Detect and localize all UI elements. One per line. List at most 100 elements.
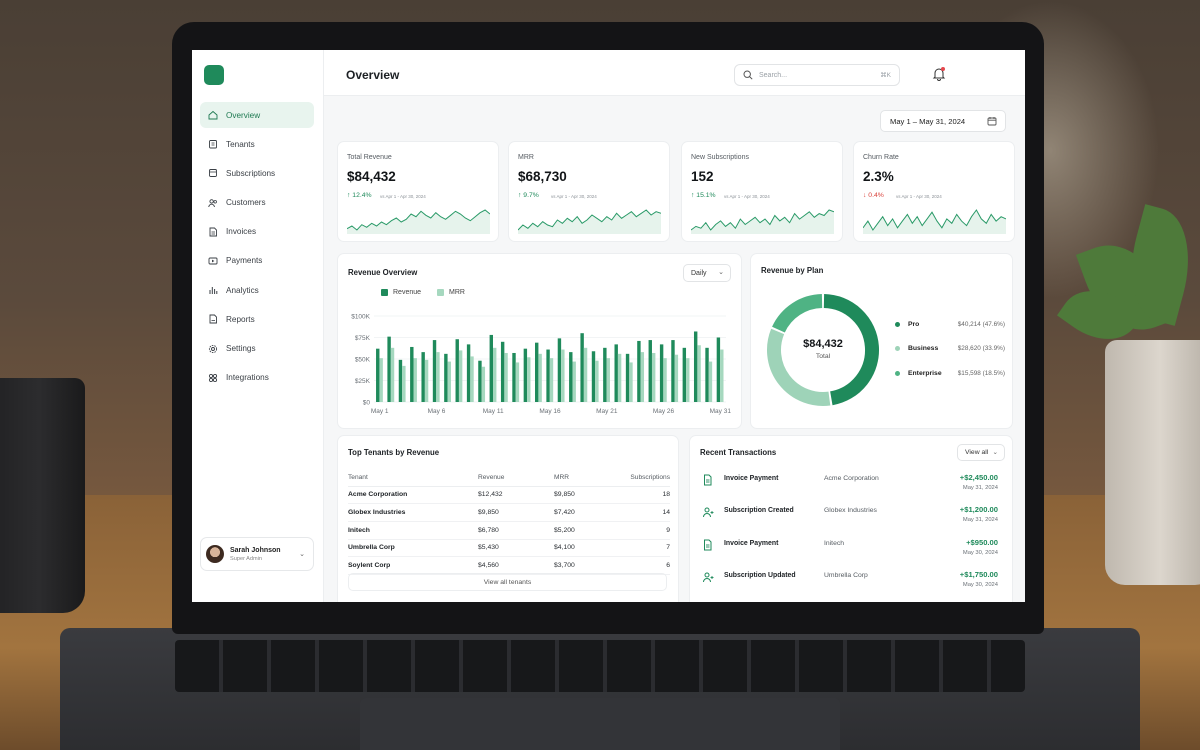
- revenue-bar[interactable]: [614, 344, 618, 402]
- mrr-bar[interactable]: [640, 352, 645, 402]
- sidebar-item-analytics[interactable]: Analytics: [200, 277, 314, 303]
- table-row[interactable]: Globex Industries $9,850 $7,420 14: [348, 503, 670, 522]
- search-input[interactable]: Search... ⌘K: [734, 64, 900, 86]
- sidebar-item-subscriptions[interactable]: Subscriptions: [200, 160, 314, 186]
- list-item[interactable]: Invoice Payment Initech +$950.00 May 30, 20…: [700, 533, 1000, 565]
- sidebar-item-integrations[interactable]: Integrations: [200, 365, 314, 391]
- list-item[interactable]: Subscription Created Globex Industries +$1…: [700, 500, 1000, 532]
- plan-legend-row[interactable]: Enterprise $15,598 (18.5%): [895, 361, 1005, 386]
- mrr-bar[interactable]: [436, 352, 440, 402]
- revenue-bar[interactable]: [637, 340, 641, 402]
- sidebar-item-reports[interactable]: Reports: [200, 306, 314, 332]
- mrr-bar[interactable]: [617, 353, 622, 402]
- revenue-bar[interactable]: [489, 334, 493, 402]
- revenue-bar[interactable]: [671, 340, 675, 402]
- app-logo[interactable]: [204, 65, 224, 85]
- revenue-bar[interactable]: [591, 351, 596, 402]
- revenue-bar[interactable]: [648, 340, 652, 402]
- mrr-bar[interactable]: [549, 358, 554, 402]
- mrr-bar[interactable]: [481, 366, 486, 402]
- table-row[interactable]: Acme Corporation $12,432 $9,850 18: [348, 486, 670, 505]
- revenue-bar[interactable]: [580, 333, 584, 402]
- revenue-bar[interactable]: [500, 341, 505, 402]
- revenue-bar[interactable]: [557, 338, 562, 402]
- mrr-bar[interactable]: [527, 357, 531, 402]
- mrr-bar[interactable]: [606, 358, 610, 402]
- mrr-bar[interactable]: [493, 347, 497, 402]
- mrr-bar[interactable]: [458, 350, 463, 402]
- revenue-bar[interactable]: [387, 336, 391, 402]
- mrr-bar[interactable]: [595, 360, 599, 402]
- table-row[interactable]: Umbrella Corp $5,430 $4,100 7: [348, 539, 670, 558]
- revenue-bar[interactable]: [705, 347, 709, 402]
- list-item[interactable]: Subscription Updated Umbrella Corp +$1,750…: [700, 565, 1000, 597]
- mrr-bar[interactable]: [583, 347, 588, 402]
- user-menu[interactable]: Sarah Johnson Super Admin ⌄: [200, 537, 314, 571]
- granularity-select[interactable]: Daily ⌄: [683, 264, 731, 282]
- sidebar-item-customers[interactable]: Customers: [200, 190, 314, 216]
- revenue-bar[interactable]: [466, 344, 471, 402]
- legend-revenue[interactable]: Revenue: [381, 289, 421, 296]
- revenue-bar[interactable]: [693, 331, 698, 402]
- mrr-bar[interactable]: [470, 356, 474, 402]
- revenue-bar[interactable]: [535, 342, 539, 402]
- revenue-bar[interactable]: [432, 340, 437, 402]
- revenue-bar[interactable]: [659, 344, 664, 402]
- table-row[interactable]: Initech $6,780 $5,200 9: [348, 521, 670, 540]
- mrr-bar[interactable]: [447, 361, 451, 402]
- plan-legend-row[interactable]: Pro $40,214 (47.6%): [895, 312, 1005, 337]
- mrr-bar[interactable]: [402, 365, 406, 402]
- revenue-bar[interactable]: [603, 347, 607, 402]
- date-range-picker[interactable]: May 1 – May 31, 2024: [880, 110, 1006, 132]
- donut-slice-business[interactable]: [767, 328, 831, 406]
- mrr-bar[interactable]: [663, 358, 667, 402]
- revenue-bar[interactable]: [376, 348, 380, 402]
- revenue-bar[interactable]: [410, 346, 414, 402]
- view-all-tenants-button[interactable]: View all tenants: [348, 573, 667, 591]
- revenue-bar[interactable]: [444, 353, 448, 402]
- revenue-bar[interactable]: [455, 339, 459, 402]
- mrr-bar[interactable]: [629, 362, 633, 402]
- mrr-bar[interactable]: [686, 358, 690, 402]
- list-item[interactable]: Invoice Payment Acme Corporation +$2,450.0…: [700, 468, 1000, 500]
- table-row[interactable]: Soylent Corp $4,560 $3,700 6: [348, 556, 670, 575]
- mrr-bar[interactable]: [720, 349, 724, 402]
- legend-mrr[interactable]: MRR: [437, 289, 465, 296]
- donut-slice-pro[interactable]: [823, 294, 880, 406]
- mrr-bar[interactable]: [697, 345, 701, 402]
- sidebar-item-tenants[interactable]: Tenants: [200, 131, 314, 157]
- mrr-bar[interactable]: [515, 362, 520, 402]
- donut-slice-enterprise[interactable]: [772, 294, 823, 333]
- mrr-bar[interactable]: [504, 352, 508, 402]
- mrr-bar[interactable]: [572, 361, 576, 402]
- plan-legend-row[interactable]: Business $28,620 (33.9%): [895, 337, 1005, 362]
- sidebar-item-payments[interactable]: Payments: [200, 248, 314, 274]
- mrr-bar[interactable]: [538, 353, 542, 402]
- col-revenue[interactable]: Revenue: [478, 469, 554, 487]
- mrr-bar[interactable]: [708, 361, 713, 402]
- mrr-bar[interactable]: [561, 349, 565, 402]
- mrr-bar[interactable]: [424, 359, 429, 402]
- revenue-bar[interactable]: [512, 352, 516, 402]
- revenue-bar[interactable]: [716, 337, 721, 403]
- col-mrr[interactable]: MRR: [554, 469, 608, 487]
- sidebar-item-overview[interactable]: Overview: [200, 102, 314, 128]
- revenue-bar[interactable]: [523, 348, 528, 402]
- col-subscriptions[interactable]: Subscriptions: [608, 469, 670, 487]
- mrr-bar[interactable]: [651, 352, 656, 402]
- revenue-bar[interactable]: [546, 349, 550, 402]
- revenue-bar[interactable]: [682, 347, 687, 402]
- view-all-transactions-button[interactable]: View all ⌄: [957, 444, 1005, 461]
- mrr-bar[interactable]: [413, 358, 417, 402]
- col-tenant[interactable]: Tenant: [348, 469, 478, 487]
- revenue-bar[interactable]: [421, 352, 425, 402]
- revenue-bar[interactable]: [569, 352, 573, 402]
- mrr-bar[interactable]: [379, 358, 383, 402]
- mrr-bar[interactable]: [390, 347, 395, 402]
- revenue-bar[interactable]: [398, 359, 403, 402]
- revenue-bar[interactable]: [478, 360, 482, 402]
- sidebar-item-settings[interactable]: Settings: [200, 336, 314, 362]
- mrr-bar[interactable]: [674, 354, 679, 402]
- sidebar-item-invoices[interactable]: Invoices: [200, 219, 314, 245]
- revenue-bar[interactable]: [625, 353, 630, 402]
